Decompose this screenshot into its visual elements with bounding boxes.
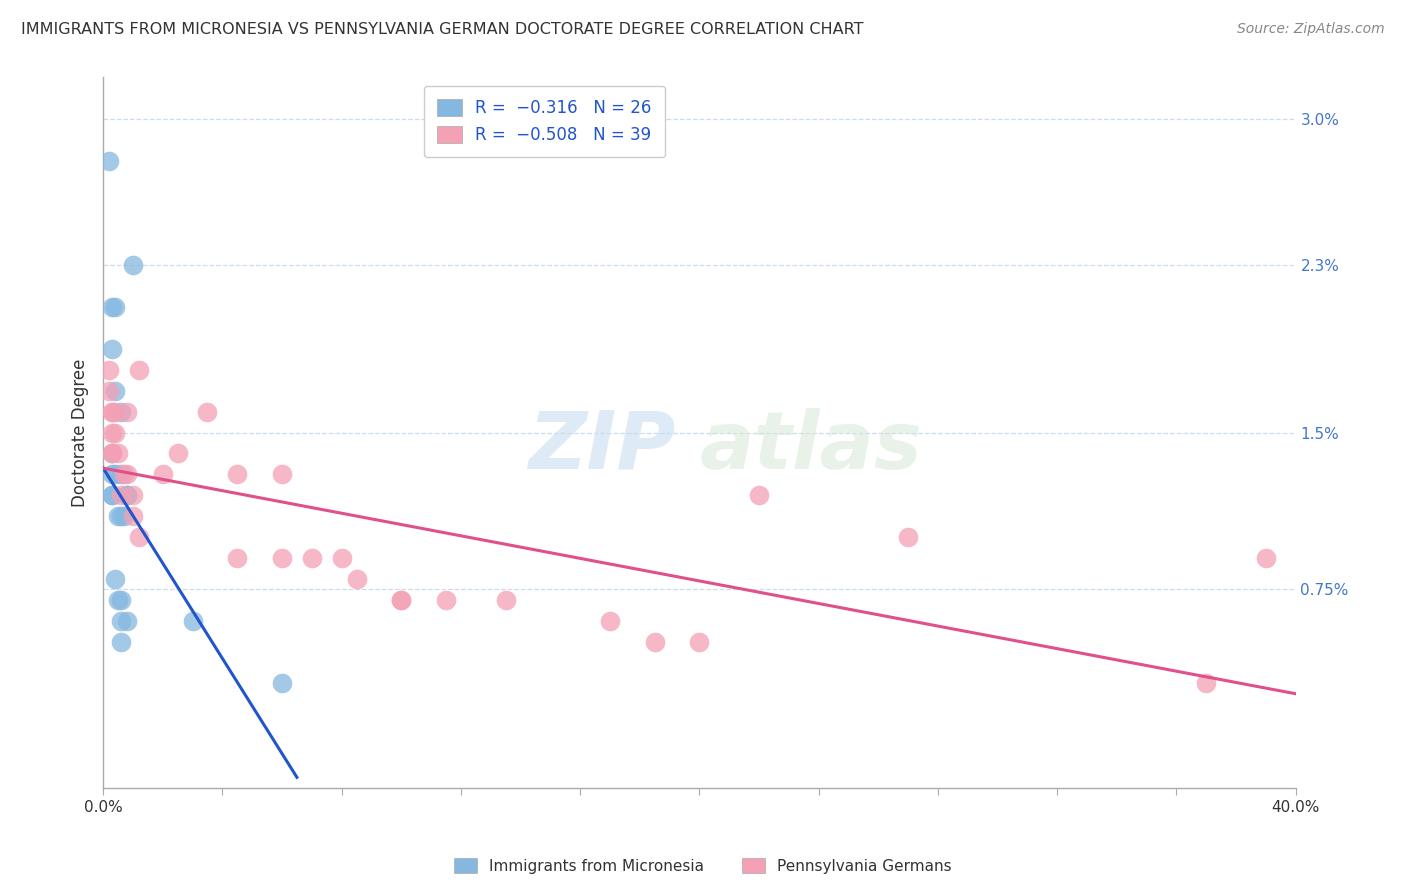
Point (115, 614, 138, 628)
Point (101, 446, 124, 460)
Point (107, 509, 129, 524)
Point (271, 676, 294, 690)
Point (330, 551, 353, 566)
Point (495, 592, 517, 607)
Point (599, 614, 621, 628)
Point (434, 592, 457, 607)
Y-axis label: Doctorate Degree: Doctorate Degree (72, 359, 89, 507)
Point (110, 467, 132, 482)
Point (688, 634, 710, 648)
Point (104, 467, 127, 482)
Point (101, 488, 124, 502)
Point (98, 363, 121, 377)
Point (271, 467, 294, 482)
Point (104, 405, 127, 419)
Point (104, 425, 127, 440)
Point (101, 300, 124, 314)
Point (115, 488, 138, 502)
Point (389, 592, 412, 607)
Point (115, 488, 138, 502)
Point (101, 405, 124, 419)
Point (110, 592, 132, 607)
Text: IMMIGRANTS FROM MICRONESIA VS PENNSYLVANIA GERMAN DOCTORATE DEGREE CORRELATION C: IMMIGRANTS FROM MICRONESIA VS PENNSYLVAN… (21, 22, 863, 37)
Point (226, 551, 249, 566)
Point (101, 446, 124, 460)
Point (301, 551, 323, 566)
Point (128, 363, 150, 377)
Point (122, 488, 145, 502)
Point (110, 634, 132, 648)
Point (101, 425, 124, 440)
Point (107, 446, 129, 460)
Point (166, 446, 188, 460)
Point (271, 551, 294, 566)
Point (107, 592, 129, 607)
Point (897, 530, 920, 544)
Point (101, 342, 124, 356)
Point (98, 154, 121, 169)
Text: Source: ZipAtlas.com: Source: ZipAtlas.com (1237, 22, 1385, 37)
Point (1195, 676, 1218, 690)
Point (644, 634, 666, 648)
Point (346, 572, 368, 586)
Point (748, 488, 770, 502)
Point (128, 530, 150, 544)
Point (226, 467, 249, 482)
Text: atlas: atlas (699, 408, 922, 486)
Point (110, 509, 132, 524)
Point (101, 446, 124, 460)
Point (197, 405, 219, 419)
Point (122, 509, 145, 524)
Point (152, 467, 174, 482)
Point (110, 614, 132, 628)
Legend: R =  −0.316   N = 26, R =  −0.508   N = 39: R = −0.316 N = 26, R = −0.508 N = 39 (423, 86, 665, 157)
Point (122, 259, 145, 273)
Point (101, 488, 124, 502)
Point (112, 467, 135, 482)
Point (110, 405, 132, 419)
Point (389, 592, 412, 607)
Point (104, 384, 127, 398)
Point (104, 300, 127, 314)
Point (101, 467, 124, 482)
Point (112, 509, 135, 524)
Point (101, 405, 124, 419)
Point (1254, 551, 1277, 566)
Point (181, 614, 204, 628)
Point (98, 384, 121, 398)
Point (110, 488, 132, 502)
Point (115, 467, 138, 482)
Point (115, 405, 138, 419)
Point (104, 572, 127, 586)
Text: ZIP: ZIP (529, 408, 675, 486)
Legend: Immigrants from Micronesia, Pennsylvania Germans: Immigrants from Micronesia, Pennsylvania… (449, 852, 957, 880)
